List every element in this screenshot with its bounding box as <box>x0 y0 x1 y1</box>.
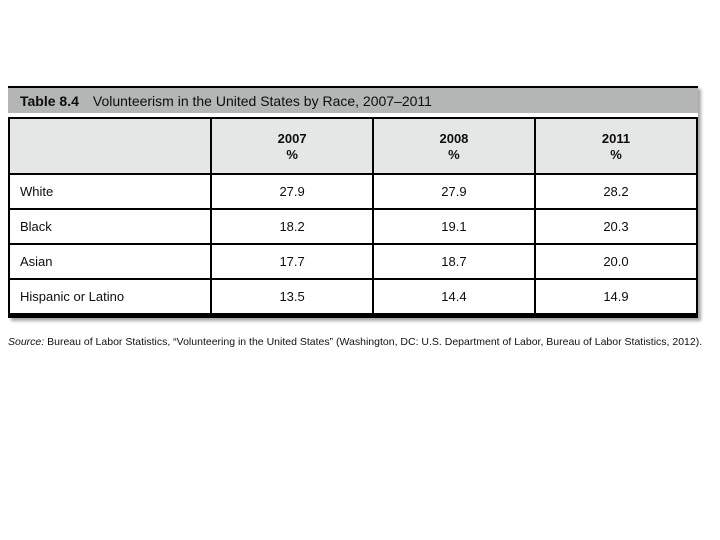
value-cell: 18.7 <box>371 243 536 280</box>
table-row: Asian 17.7 18.7 20.0 <box>7 243 699 280</box>
race-label: Hispanic or Latino <box>7 278 213 317</box>
table-row: Hispanic or Latino 13.5 14.4 14.9 <box>7 278 699 317</box>
table-block: Table 8.4 Volunteerism in the United Sta… <box>7 86 699 318</box>
data-table: 2007% 2008% 2011% White 27.9 27.9 28.2 Black 18… <box>7 117 699 318</box>
value-cell: 20.3 <box>533 208 699 245</box>
table-body: White 27.9 27.9 28.2 Black 18.2 19.1 20.3 Asian 1… <box>7 173 699 317</box>
year-column-header: 2007% <box>210 117 374 175</box>
header-row: 2007% 2008% 2011% <box>7 117 699 175</box>
table-number: Table 8.4 <box>20 92 79 109</box>
value-cell: 28.2 <box>533 173 699 210</box>
value-cell: 17.7 <box>210 243 374 280</box>
table-figure: Table 8.4 Volunteerism in the United Sta… <box>7 86 702 362</box>
table-row: Black 18.2 19.1 20.3 <box>7 208 699 245</box>
year-column-header: 2011% <box>533 117 699 175</box>
source-note: Source: Bureau of Labor Statistics, “Vol… <box>8 334 708 351</box>
value-cell: 20.0 <box>533 243 699 280</box>
table-row: White 27.9 27.9 28.2 <box>7 173 699 210</box>
table-title-bar: Table 8.4 Volunteerism in the United Sta… <box>8 86 698 113</box>
value-cell: 14.4 <box>371 278 536 317</box>
race-label: Black <box>7 208 213 245</box>
race-label: Asian <box>7 243 213 280</box>
value-cell: 14.9 <box>533 278 699 317</box>
race-label: White <box>7 173 213 210</box>
source-prefix: Source: <box>8 336 45 348</box>
race-column-header <box>7 117 213 175</box>
value-cell: 27.9 <box>210 173 374 210</box>
source-text: Bureau of Labor Statistics, “Volunteerin… <box>44 336 703 348</box>
value-cell: 19.1 <box>371 208 536 245</box>
value-cell: 27.9 <box>371 173 536 210</box>
table-title: Volunteerism in the United States by Rac… <box>92 92 432 109</box>
value-cell: 13.5 <box>210 278 374 317</box>
year-column-header: 2008% <box>371 117 536 175</box>
value-cell: 18.2 <box>210 208 374 245</box>
